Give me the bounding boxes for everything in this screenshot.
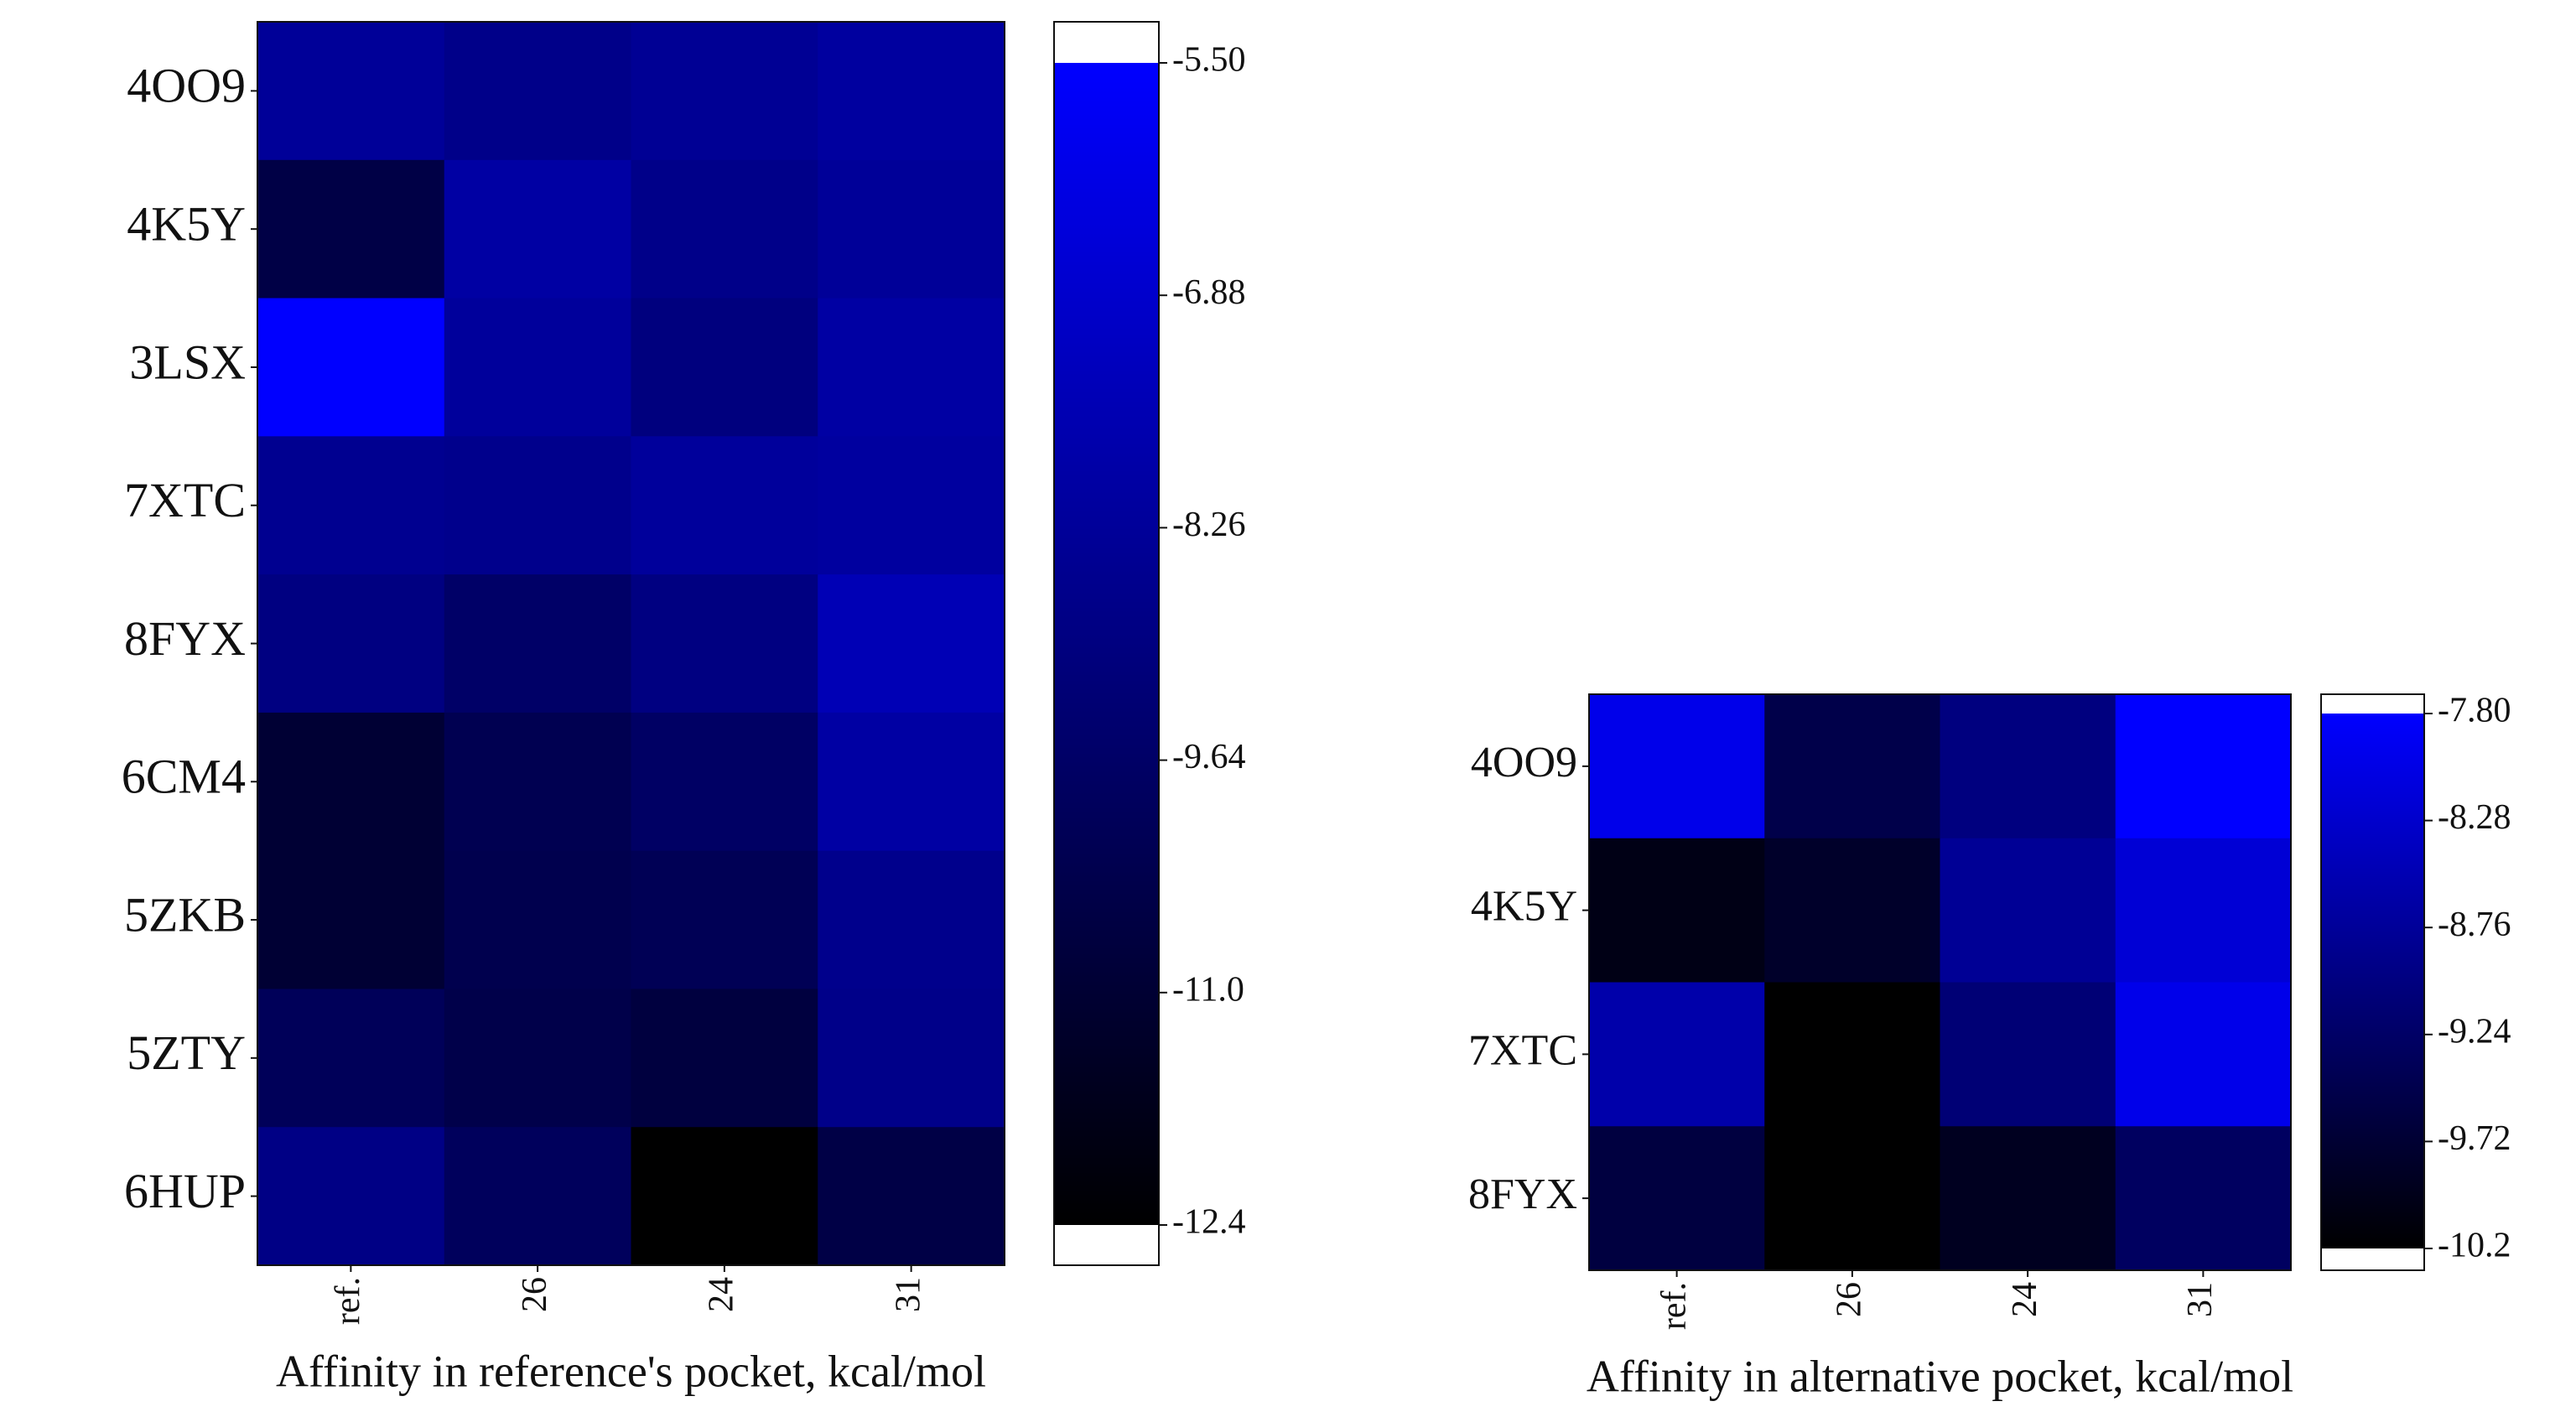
- heatmap-cell: [444, 712, 631, 852]
- y-tick-label: 5ZKB: [124, 887, 246, 942]
- heatmap-cell: [257, 850, 445, 989]
- heatmap-cell: [631, 574, 818, 714]
- x-tick-label: 31: [889, 1277, 927, 1312]
- heatmap-cell: [444, 989, 631, 1128]
- colorbar-tick-label: -11.0: [1172, 970, 1244, 1009]
- heatmap-cell: [257, 1127, 445, 1266]
- heatmap-cell: [257, 159, 445, 299]
- x-axis-label: Affinity in reference's pocket, kcal/mol: [276, 1346, 986, 1396]
- heatmap-cell: [257, 989, 445, 1128]
- heatmap-cell: [444, 1127, 631, 1266]
- heatmap-cell: [631, 850, 818, 989]
- heatmap-cell: [257, 298, 445, 437]
- y-tick-label: 7XTC: [1468, 1026, 1577, 1074]
- heatmap-cell: [2115, 982, 2292, 1127]
- heatmap-cell: [818, 574, 1005, 714]
- y-tick-label: 8FYX: [1468, 1170, 1577, 1218]
- heatmap-cell: [631, 1127, 818, 1266]
- heatmap-cell: [818, 1127, 1005, 1266]
- heatmap-cell: [1940, 1126, 2116, 1271]
- heatmap-cell: [1764, 1126, 1940, 1271]
- heatmap-cell: [818, 22, 1005, 161]
- colorbar-tick-label: -10.2: [2438, 1227, 2511, 1265]
- plot-frame: [1588, 693, 2292, 1271]
- heatmap-cell: [818, 850, 1005, 989]
- colorbar-tick-label: -7.80: [2438, 692, 2511, 730]
- colorbar-tick-label: -6.88: [1172, 273, 1246, 312]
- heatmap-cell: [444, 298, 631, 437]
- heatmap-cell: [1940, 982, 2116, 1127]
- heatmap-cell: [444, 574, 631, 714]
- colorbar: [1054, 63, 1159, 1225]
- heatmap-cell: [818, 712, 1005, 852]
- x-tick-label: 31: [2181, 1282, 2220, 1317]
- y-tick-label: 3LSX: [129, 335, 246, 389]
- heatmap-cell: [257, 436, 445, 575]
- y-tick-label: 4K5Y: [127, 196, 246, 251]
- colorbar-extend-bottom: [1054, 1225, 1159, 1265]
- colorbar: [2321, 714, 2424, 1248]
- heatmap-cell: [2115, 838, 2292, 983]
- colorbar-tick-label: -9.72: [2438, 1119, 2511, 1158]
- heatmap-cell: [444, 159, 631, 299]
- x-tick-label: 24: [2006, 1282, 2044, 1317]
- y-tick-label: 4K5Y: [1471, 883, 1577, 931]
- x-tick-label: ref.: [329, 1277, 367, 1325]
- colorbar-tick-label: -12.4: [1172, 1203, 1246, 1242]
- heatmap-cell: [444, 22, 631, 161]
- heatmap-cell: [257, 22, 445, 161]
- heatmap-cell: [631, 22, 818, 161]
- heatmap-cell: [1589, 694, 1765, 839]
- heatmap-cell: [2115, 694, 2292, 839]
- heatmap-cell: [444, 850, 631, 989]
- heatmap-cell: [257, 712, 445, 852]
- colorbar-tick-label: -8.28: [2438, 798, 2511, 837]
- x-axis-label: Affinity in alternative pocket, kcal/mol: [1587, 1351, 2293, 1401]
- heatmap-cell: [818, 298, 1005, 437]
- heatmap-cell: [1764, 982, 1940, 1127]
- x-tick-label: 26: [1831, 1282, 1869, 1317]
- y-tick-label: 4OO9: [127, 59, 246, 113]
- heatmap-cell: [1940, 838, 2116, 983]
- y-tick-label: 7XTC: [124, 473, 246, 527]
- y-tick-label: 5ZTY: [127, 1025, 246, 1080]
- x-tick-label: 26: [516, 1277, 554, 1312]
- colorbar-frame: [1053, 21, 1160, 1266]
- heatmap-cell: [1589, 838, 1765, 983]
- colorbar-tick-label: -8.76: [2438, 906, 2511, 944]
- colorbar-tick-label: -8.26: [1172, 506, 1246, 544]
- heatmap-cell: [444, 436, 631, 575]
- heatmap-cell: [1589, 1126, 1765, 1271]
- heatmap-cell: [818, 436, 1005, 575]
- heatmap-cell: [631, 436, 818, 575]
- heatmap-cell: [2115, 1126, 2292, 1271]
- y-tick-label: 8FYX: [124, 611, 246, 666]
- y-tick-label: 6CM4: [122, 750, 246, 804]
- colorbar-frame: [2320, 693, 2425, 1271]
- colorbar-extend-top: [2321, 694, 2424, 714]
- heatmap-cell: [631, 712, 818, 852]
- heatmap-cell: [631, 298, 818, 437]
- x-tick-label: 24: [703, 1277, 741, 1312]
- colorbar-extend-top: [1054, 22, 1159, 63]
- x-tick-label: ref.: [1654, 1282, 1693, 1330]
- heatmap-cell: [631, 159, 818, 299]
- colorbar-tick-label: -9.64: [1172, 738, 1246, 776]
- heatmap-cell: [1764, 838, 1940, 983]
- heatmap-cell: [1940, 694, 2116, 839]
- colorbar-extend-bottom: [2321, 1248, 2424, 1270]
- colorbar-tick-label: -9.24: [2438, 1012, 2511, 1051]
- heatmap-cell: [631, 989, 818, 1128]
- heatmap-cell: [1589, 982, 1765, 1127]
- heatmap-cell: [818, 159, 1005, 299]
- heatmap-cell: [257, 574, 445, 714]
- y-tick-label: 6HUP: [124, 1164, 246, 1218]
- heatmap-cell: [1764, 694, 1940, 839]
- colorbar-tick-label: -5.50: [1172, 41, 1246, 80]
- heatmap-cell: [818, 989, 1005, 1128]
- y-tick-label: 4OO9: [1471, 739, 1577, 786]
